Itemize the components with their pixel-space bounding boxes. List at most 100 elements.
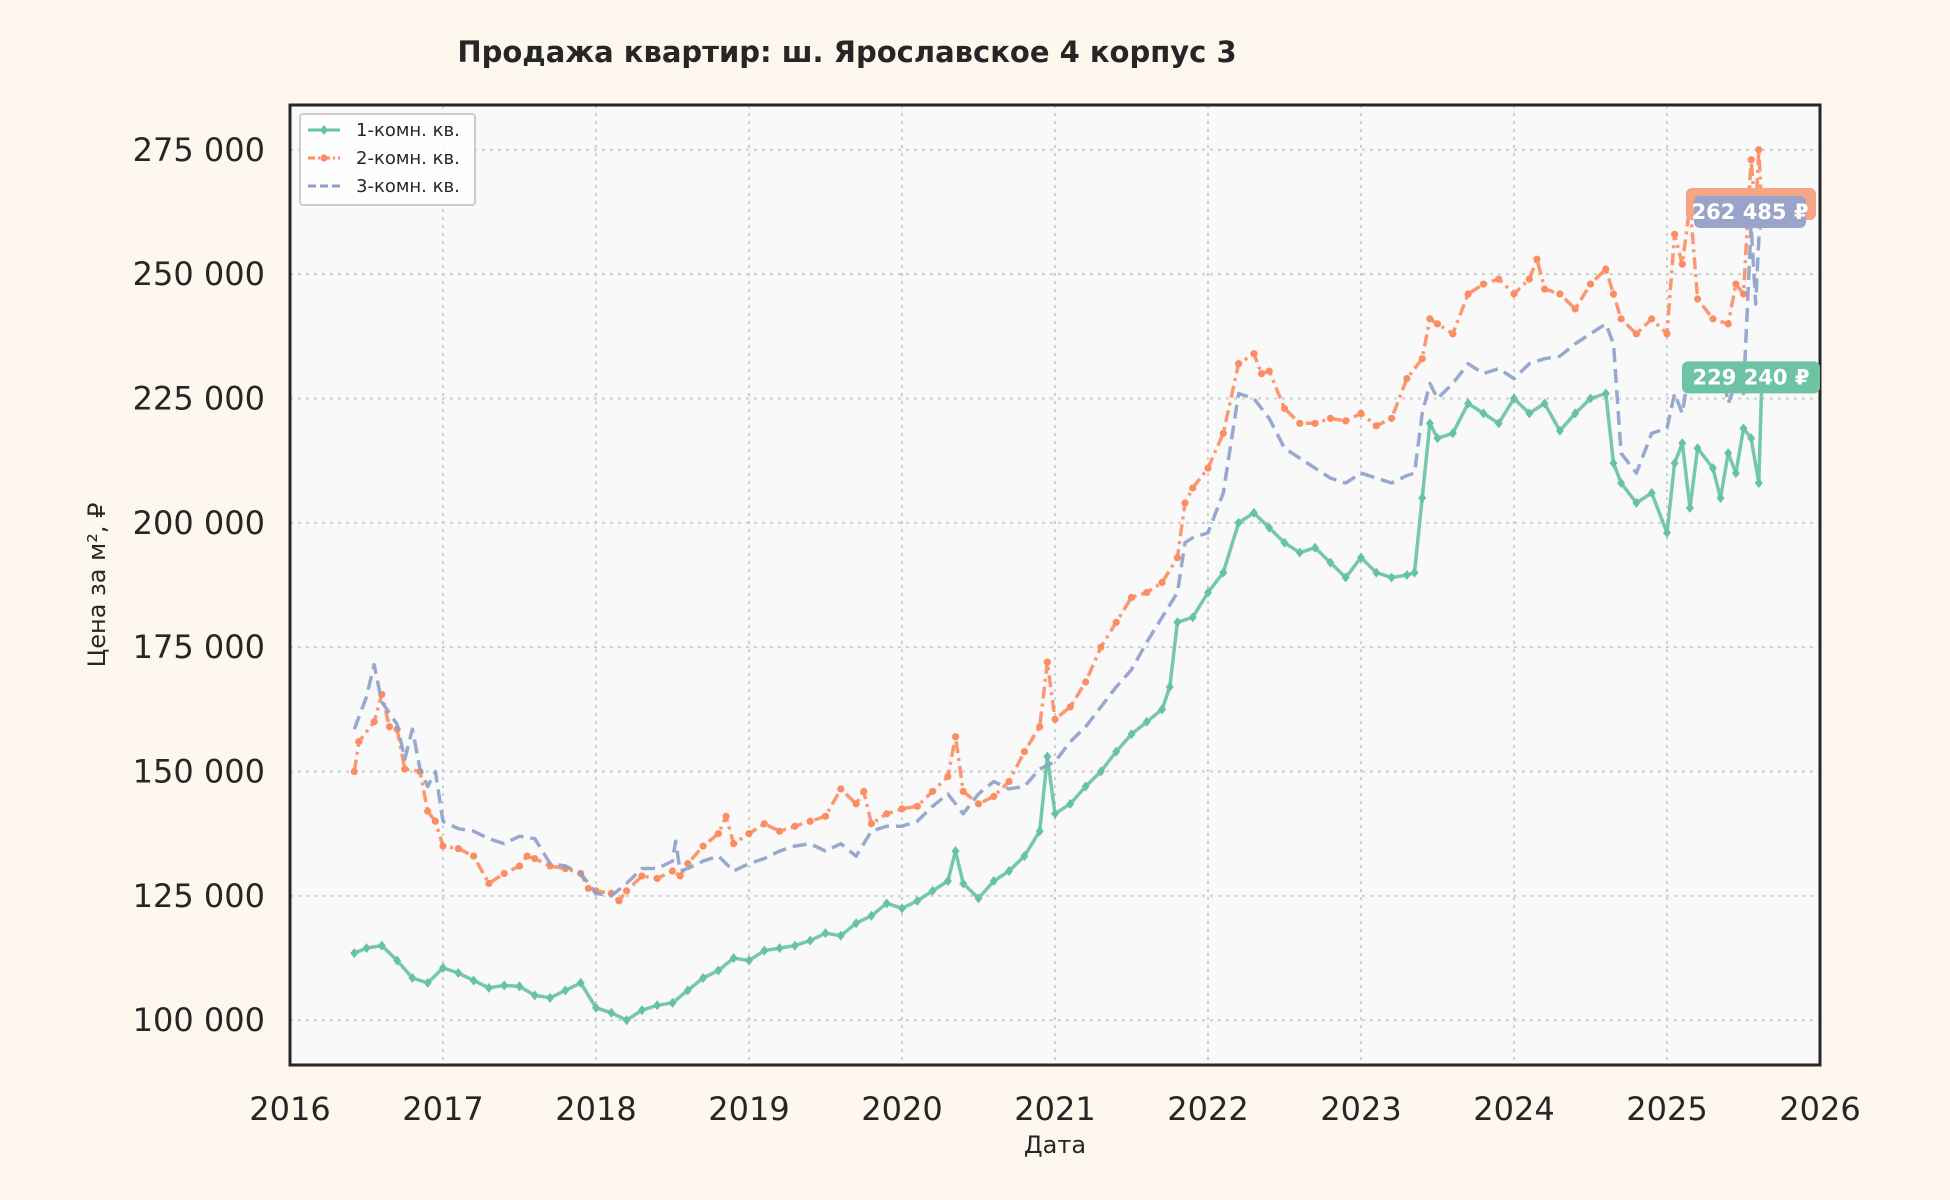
data-point — [500, 869, 508, 878]
data-point — [1181, 499, 1189, 507]
y-axis-label: Цена за м², ₽ — [83, 503, 111, 668]
data-point — [1663, 527, 1671, 538]
data-point — [1357, 409, 1365, 417]
data-point — [401, 765, 409, 773]
data-point — [653, 874, 661, 883]
data-point — [320, 154, 328, 162]
data-point — [1035, 826, 1044, 837]
data-point — [913, 802, 921, 810]
data-point — [470, 852, 478, 860]
data-point — [653, 1000, 662, 1011]
data-point — [424, 807, 432, 815]
data-point — [730, 840, 738, 848]
series-1 — [350, 372, 1766, 1026]
data-point — [1709, 315, 1717, 323]
data-point — [1142, 716, 1151, 727]
data-point — [423, 977, 432, 988]
data-point — [913, 895, 922, 906]
data-point — [393, 955, 402, 966]
data-point — [1372, 422, 1380, 430]
data-point — [1418, 355, 1426, 363]
data-point — [1632, 330, 1640, 338]
data-point — [1449, 330, 1457, 338]
data-point — [1081, 781, 1090, 792]
end-label-box — [1682, 361, 1820, 394]
data-point — [1165, 681, 1174, 692]
data-point — [760, 945, 769, 956]
data-point — [1005, 777, 1013, 786]
data-point — [1647, 487, 1656, 498]
series-2 — [350, 146, 1766, 905]
x-tick-label: 2024 — [1473, 1090, 1554, 1128]
y-tick-label: 250 000 — [133, 255, 265, 293]
data-point — [1326, 557, 1335, 568]
data-point — [1173, 554, 1181, 562]
data-point — [1533, 255, 1541, 263]
data-point — [1403, 374, 1411, 383]
end-value-labels: 262 485 ₽ 229 240 ₽ — [1682, 188, 1820, 394]
data-point — [1586, 280, 1595, 288]
legend-box — [299, 113, 476, 206]
data-point — [1708, 463, 1717, 474]
data-point — [1249, 507, 1258, 518]
data-point — [350, 948, 359, 959]
data-point — [622, 1015, 631, 1026]
data-point — [531, 854, 539, 863]
data-point — [1464, 290, 1472, 298]
data-point — [377, 940, 386, 951]
data-point — [320, 125, 328, 135]
data-point — [484, 982, 493, 993]
data-point — [370, 718, 378, 726]
data-point — [1326, 414, 1334, 422]
data-point — [974, 893, 983, 904]
data-point — [431, 817, 439, 825]
data-point — [1670, 458, 1679, 469]
y-tick-labels: 100 000 125 000 150 000 175 000 200 000 225 0… — [133, 131, 265, 1039]
y-tick-label: 275 000 — [133, 131, 265, 169]
data-point — [584, 884, 592, 893]
data-point — [1043, 751, 1052, 762]
x-tick-labels: 2016 2017 2018 2019 2020 2021 2022 2023 2024 2025… — [249, 1090, 1860, 1128]
data-point — [439, 963, 447, 974]
data-point — [729, 953, 738, 964]
x-tick-label: 2025 — [1626, 1090, 1707, 1128]
data-point — [454, 967, 463, 978]
x-tick-label: 2019 — [708, 1090, 789, 1128]
data-point — [1479, 280, 1487, 288]
data-point — [836, 930, 845, 941]
data-point — [1204, 587, 1212, 598]
data-point — [714, 830, 723, 838]
data-point — [775, 943, 784, 954]
data-point — [1189, 484, 1197, 492]
data-point — [454, 845, 462, 853]
data-point — [1495, 275, 1503, 283]
data-point — [1388, 414, 1396, 422]
data-point — [561, 985, 570, 996]
data-point — [1066, 703, 1074, 711]
x-tick-label: 2020 — [861, 1090, 942, 1128]
data-point — [1204, 464, 1212, 472]
data-point — [1609, 290, 1618, 298]
data-point — [989, 875, 998, 886]
data-point — [523, 852, 531, 860]
data-point — [485, 879, 493, 888]
x-tick-label: 2021 — [1014, 1090, 1095, 1128]
data-point — [1754, 478, 1763, 489]
data-point — [1096, 766, 1105, 777]
data-point — [1265, 522, 1274, 533]
data-point — [1602, 265, 1610, 273]
data-point — [944, 772, 952, 781]
data-point — [1617, 478, 1626, 489]
data-point — [1265, 367, 1273, 375]
data-point — [951, 846, 960, 857]
data-point — [745, 955, 753, 966]
data-point — [959, 787, 967, 796]
data-point — [1694, 295, 1702, 303]
end-value-label: 262 485 ₽ — [1692, 200, 1809, 224]
series-3 — [352, 211, 1764, 898]
y-tick-label: 225 000 — [133, 379, 265, 417]
data-point — [1097, 643, 1105, 651]
data-point — [623, 887, 631, 895]
data-point — [1280, 537, 1289, 548]
